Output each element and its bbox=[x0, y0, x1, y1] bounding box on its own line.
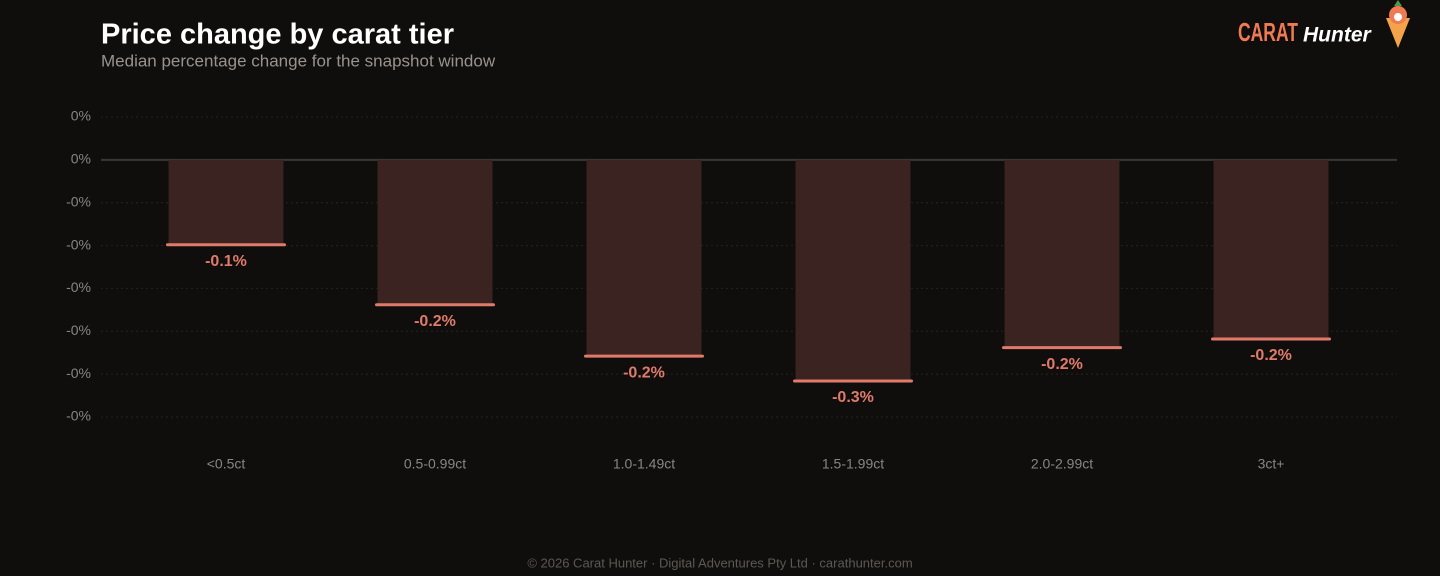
chart-title: Price change by carat tier bbox=[101, 19, 454, 51]
y-tick-label: 0% bbox=[71, 108, 91, 124]
bar bbox=[586, 159, 702, 357]
value-label: -0.2% bbox=[1041, 356, 1083, 373]
x-tick-label: 0.5-0.99ct bbox=[404, 456, 466, 472]
y-tick-label: -0% bbox=[66, 279, 91, 295]
x-tick-label: <0.5ct bbox=[207, 456, 246, 472]
y-tick-label: -0% bbox=[66, 408, 91, 424]
x-tick-label: 2.0-2.99ct bbox=[1031, 456, 1093, 472]
value-label: -0.3% bbox=[832, 389, 874, 406]
y-tick-label: 0% bbox=[71, 151, 91, 167]
logo-name: Hunter bbox=[1303, 24, 1372, 47]
x-tick-label: 3ct+ bbox=[1258, 456, 1285, 472]
value-label: -0.2% bbox=[1250, 347, 1292, 364]
logo-word: CARAT bbox=[1238, 17, 1298, 47]
bar bbox=[1004, 159, 1120, 348]
value-label: -0.1% bbox=[205, 253, 247, 270]
bar bbox=[168, 159, 284, 245]
chart-subtitle: Median percentage change for the snapsho… bbox=[101, 51, 496, 70]
y-tick-label: -0% bbox=[66, 193, 91, 209]
value-label: -0.2% bbox=[414, 313, 456, 330]
bar bbox=[795, 159, 911, 381]
bar bbox=[377, 159, 493, 305]
y-tick-label: -0% bbox=[66, 236, 91, 252]
value-label: -0.2% bbox=[623, 364, 665, 381]
y-tick-label: -0% bbox=[66, 322, 91, 338]
x-tick-label: 1.0-1.49ct bbox=[613, 456, 675, 472]
footer: © 2026 Carat Hunter · Digital Adventures… bbox=[527, 555, 912, 570]
x-tick-label: 1.5-1.99ct bbox=[822, 456, 884, 472]
bar bbox=[1213, 159, 1329, 339]
logo-icon bbox=[1386, 0, 1410, 48]
y-tick-label: -0% bbox=[66, 365, 91, 381]
